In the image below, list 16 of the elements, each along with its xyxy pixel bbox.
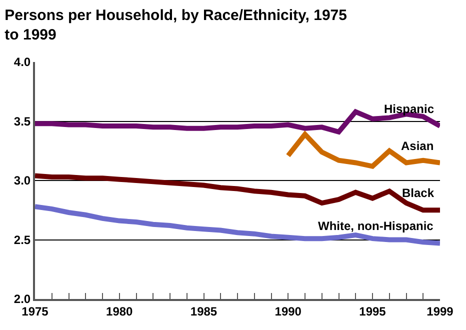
y-tick-label: 3.0 xyxy=(14,174,31,188)
series-label: Asian xyxy=(401,139,434,153)
y-tick-label: 4.0 xyxy=(14,55,31,70)
x-tick-label: 1990 xyxy=(274,304,302,318)
y-tick-label: 2.0 xyxy=(14,292,31,306)
x-tick-label: 1999 xyxy=(426,304,454,318)
chart-title: Persons per Household, by Race/Ethnicity, 1975 to 1999 xyxy=(4,6,348,44)
y-tick-label: 3.5 xyxy=(14,114,31,128)
x-tick-label: 1985 xyxy=(190,304,218,318)
x-tick-label: 1980 xyxy=(106,304,134,318)
series-label: Black xyxy=(402,186,434,200)
series-label: Hispanic xyxy=(384,102,434,116)
y-tick-label: 2.5 xyxy=(14,232,31,247)
series-label: White, non-Hispanic xyxy=(318,219,434,233)
x-tick-label: 1975 xyxy=(22,304,49,318)
x-tick-label: 1995 xyxy=(359,304,386,318)
